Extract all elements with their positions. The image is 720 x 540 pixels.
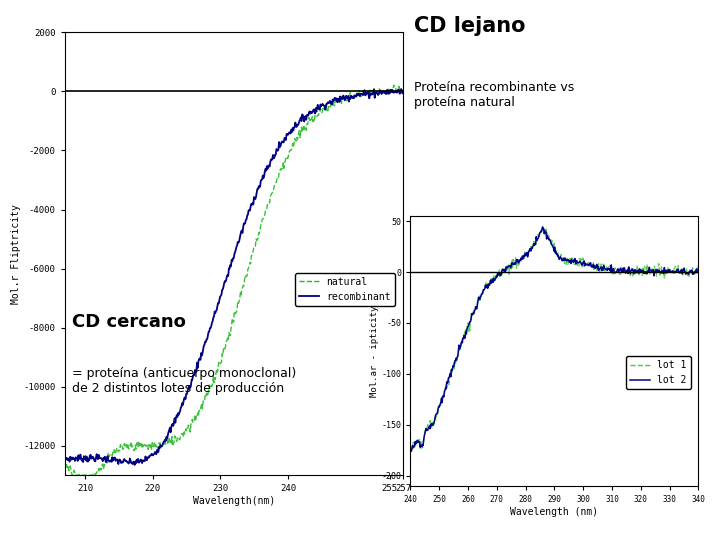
lot 2 — [544, 234, 553, 241]
lot 2 — [563, 256, 572, 263]
lot 2 — [694, 269, 703, 275]
lot 1 — [694, 269, 703, 276]
lot 2 — [643, 268, 652, 274]
recombinant — [338, 93, 347, 99]
natural — [68, 472, 76, 478]
lot 2 — [539, 224, 547, 230]
lot 2 — [688, 271, 697, 278]
natural — [338, 92, 347, 99]
lot 1 — [406, 445, 415, 451]
Text: CD lejano: CD lejano — [414, 16, 526, 36]
lot 2 — [546, 237, 554, 243]
lot 1 — [539, 224, 547, 230]
natural — [60, 456, 69, 462]
natural — [392, 91, 401, 98]
natural — [244, 265, 253, 271]
lot 1 — [643, 267, 652, 274]
Legend: lot 1, lot 2: lot 1, lot 2 — [626, 356, 690, 389]
natural — [399, 89, 408, 95]
lot 1 — [688, 265, 697, 271]
recombinant — [130, 462, 139, 468]
Y-axis label: Mol.r Fliptricity: Mol.r Fliptricity — [11, 204, 21, 303]
natural — [263, 205, 271, 212]
Text: = proteína (anticuerpo monoclonal)
de 2 distintos lotes de producción: = proteína (anticuerpo monoclonal) de 2 … — [72, 367, 296, 395]
lot 1 — [579, 255, 588, 261]
Line: lot 1: lot 1 — [410, 227, 698, 452]
lot 2 — [408, 448, 416, 454]
recombinant — [224, 273, 233, 279]
Legend: natural, recombinant: natural, recombinant — [295, 273, 395, 306]
X-axis label: Wavelength(nm): Wavelength(nm) — [193, 496, 275, 506]
lot 2 — [406, 447, 415, 453]
recombinant — [392, 89, 400, 95]
recombinant — [397, 86, 405, 92]
Text: Proteína recombinante vs
proteína natural: Proteína recombinante vs proteína natura… — [414, 81, 575, 109]
Line: recombinant: recombinant — [65, 89, 403, 465]
X-axis label: Wavelength (nm): Wavelength (nm) — [510, 507, 598, 517]
natural — [390, 82, 398, 89]
natural — [222, 338, 230, 345]
lot 1 — [407, 449, 415, 455]
Line: lot 2: lot 2 — [410, 227, 698, 451]
recombinant — [222, 276, 230, 283]
Text: CD cercano: CD cercano — [72, 313, 186, 331]
lot 1 — [563, 255, 572, 262]
Y-axis label: Mol.ar - ipticity: Mol.ar - ipticity — [369, 305, 379, 397]
recombinant — [399, 87, 408, 94]
recombinant — [60, 453, 69, 459]
lot 1 — [546, 237, 554, 244]
natural — [224, 338, 233, 344]
recombinant — [244, 207, 253, 214]
recombinant — [263, 163, 271, 170]
lot 1 — [544, 232, 553, 239]
Line: natural: natural — [65, 85, 403, 475]
lot 2 — [579, 260, 588, 266]
